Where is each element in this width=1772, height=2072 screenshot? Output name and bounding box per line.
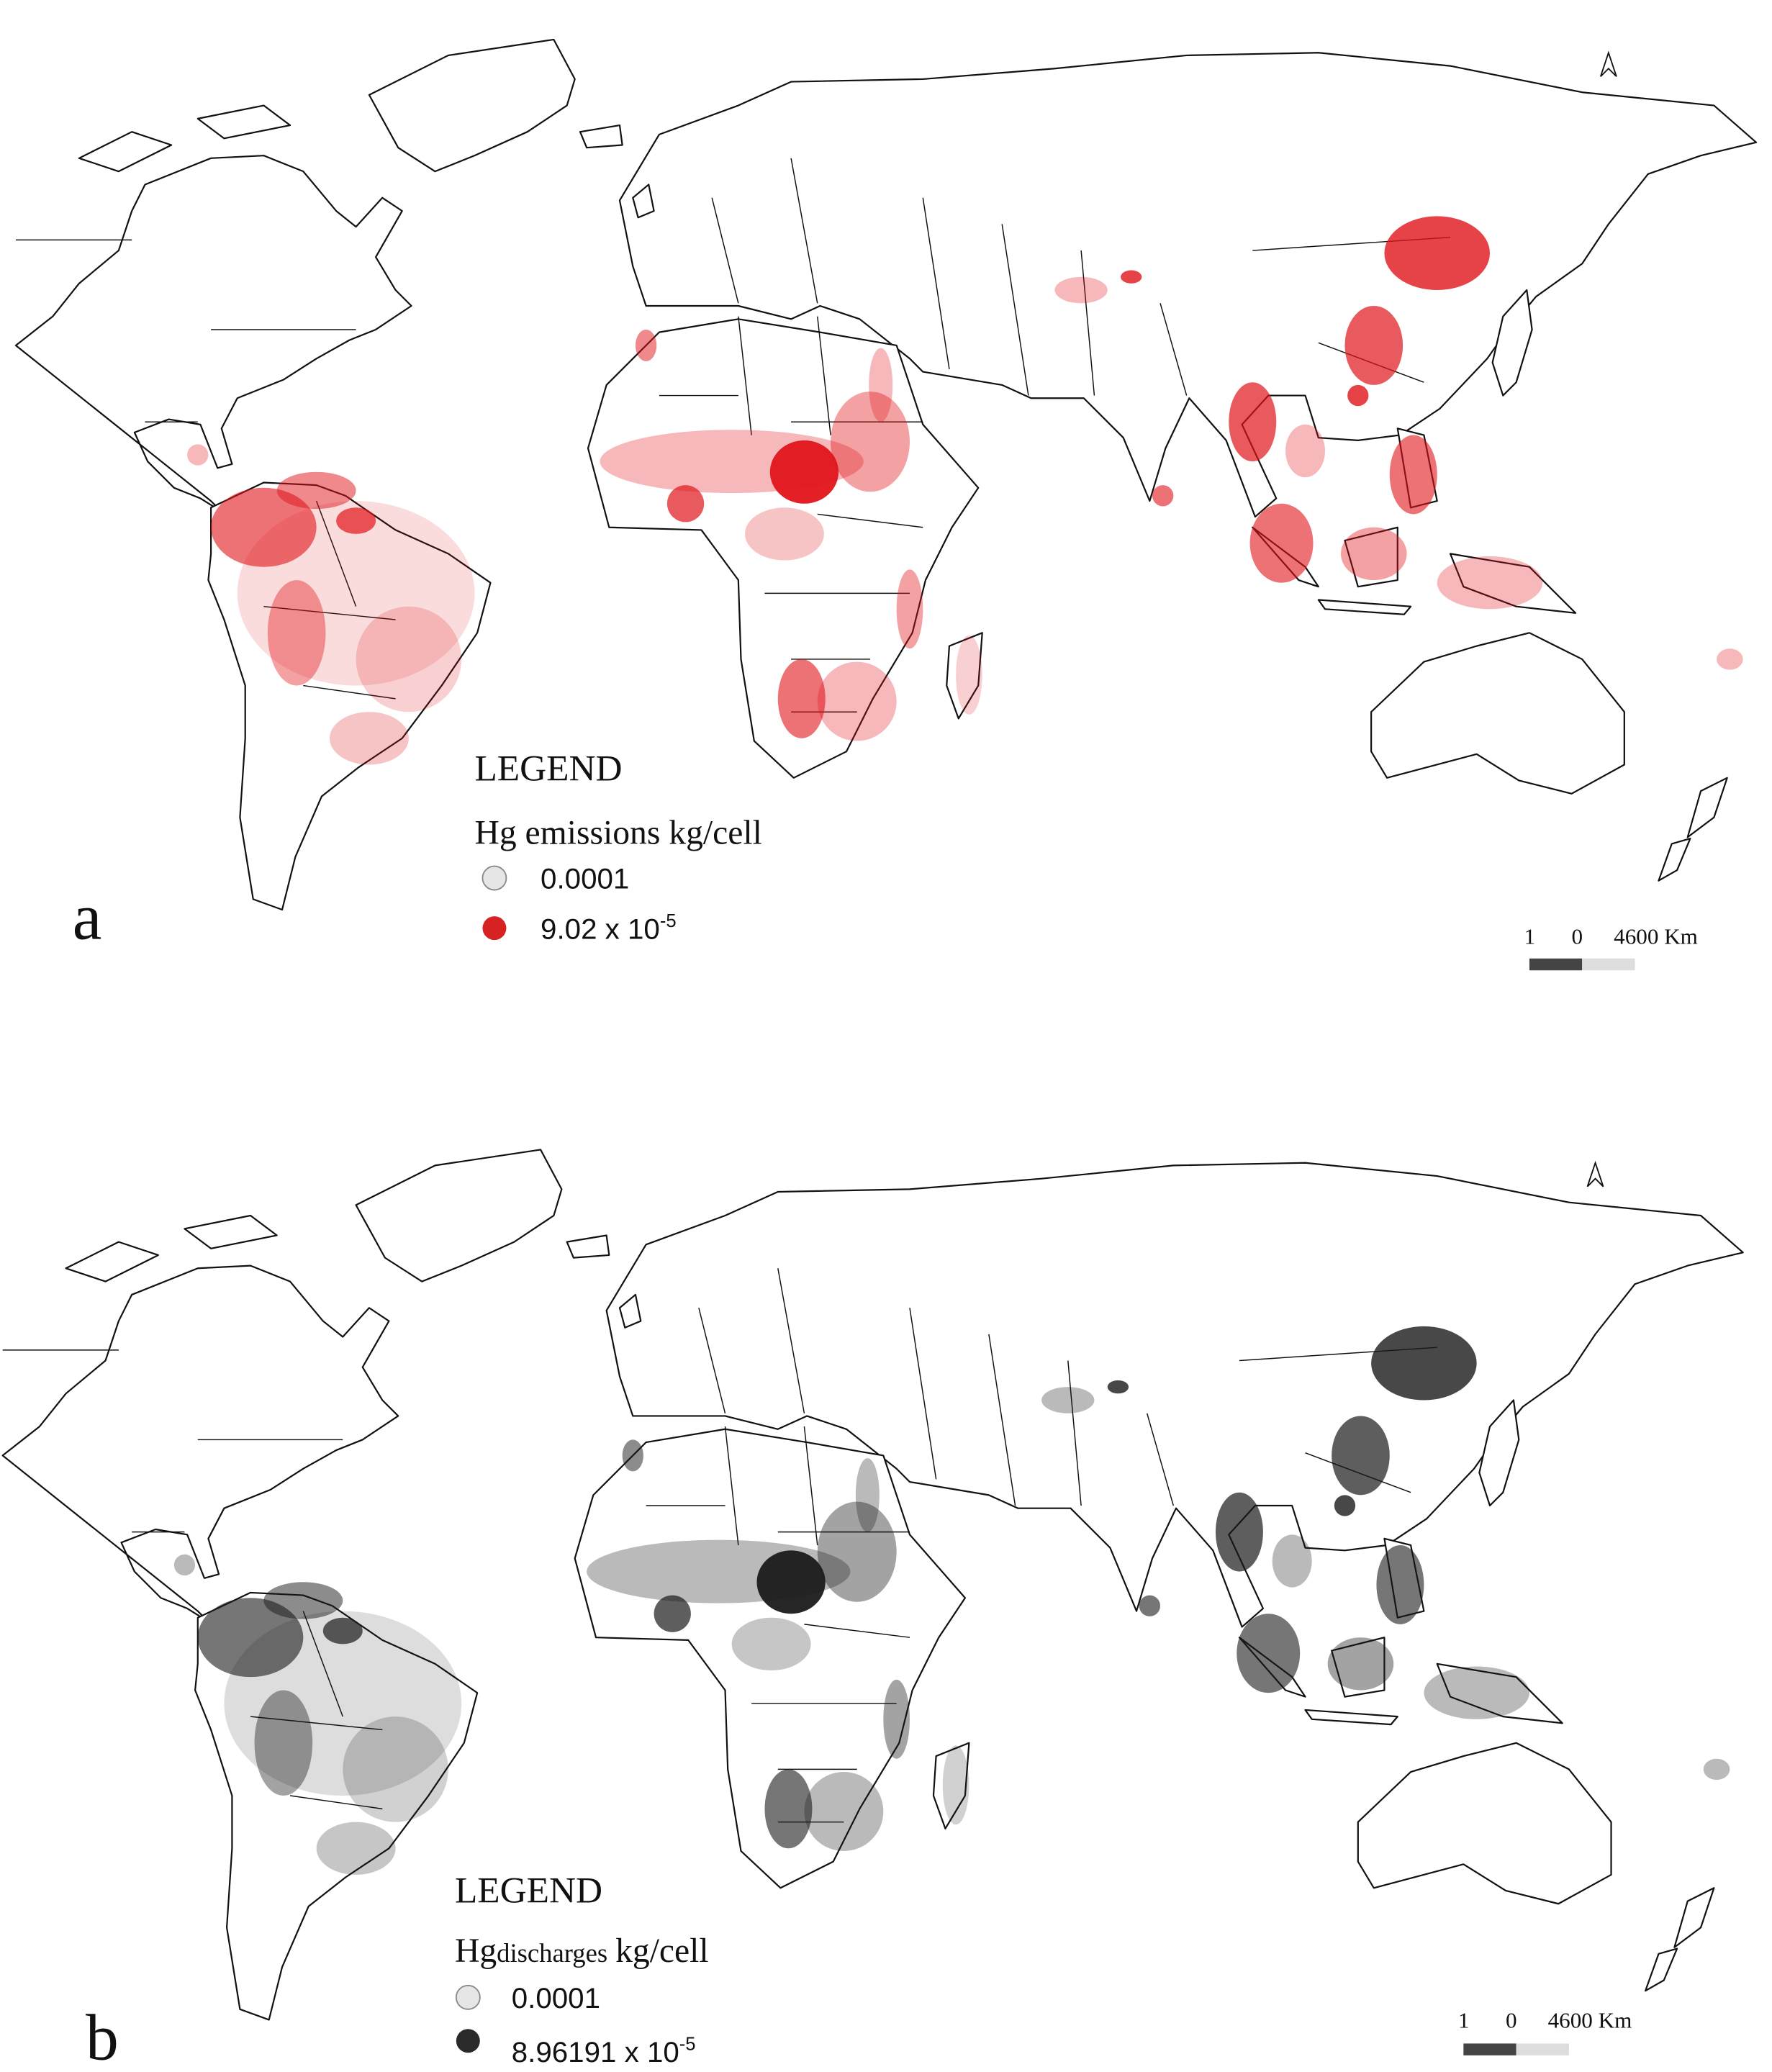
emission-area	[817, 661, 897, 741]
scale-bar	[1529, 958, 1583, 971]
emission-area	[1054, 276, 1108, 304]
emission-area	[744, 507, 824, 561]
legend-item: 9.02 x 10-5	[541, 911, 677, 945]
legend-item-text: 8.96191 x 10	[512, 2036, 679, 2068]
legend-exponent: -5	[660, 911, 677, 931]
emission-area	[896, 569, 923, 649]
legend-title: LEGEND	[455, 1870, 602, 1911]
discharge-area	[343, 1716, 448, 1822]
discharge-area	[254, 1690, 313, 1796]
emission-area	[211, 487, 317, 567]
legend-swatch	[482, 865, 507, 891]
discharge-area	[322, 1617, 363, 1645]
discharge-area	[804, 1772, 884, 1851]
emission-area	[635, 329, 657, 361]
emission-area	[267, 580, 326, 686]
emission-area	[187, 444, 209, 466]
discharge-area	[1272, 1534, 1312, 1588]
discharge-area	[1327, 1637, 1394, 1691]
discharge-area	[1424, 1666, 1529, 1719]
discharge-area	[1215, 1492, 1263, 1572]
discharge-area	[942, 1745, 969, 1825]
map-panel-a: a LEGEND Hg emissions kg/cell 0.0001 9.0…	[14, 38, 1758, 971]
legend-symbol: Hg	[455, 1932, 497, 1970]
panel-label: a	[73, 879, 102, 953]
scale-bar	[1516, 2043, 1569, 2055]
emission-area	[1389, 435, 1437, 515]
scale-label: 1	[1524, 924, 1536, 949]
discharge-area	[622, 1439, 643, 1472]
discharge-area	[316, 1822, 396, 1875]
legend-swatch	[482, 916, 507, 941]
emission-area	[1347, 384, 1369, 407]
discharge-area	[173, 1554, 196, 1576]
emission-area	[1152, 485, 1174, 507]
emission-area	[356, 606, 462, 712]
discharge-area	[731, 1617, 811, 1671]
emission-area	[1344, 305, 1403, 385]
discharge-area	[1139, 1595, 1161, 1616]
legend-title: LEGEND	[474, 748, 622, 789]
legend-heading: Hg emissions kg/cell	[474, 814, 761, 851]
discharge-area	[883, 1679, 910, 1759]
emission-area	[956, 635, 982, 715]
emission-area	[336, 507, 376, 534]
legend-swatch	[455, 1984, 481, 2010]
scale-label: 0	[1506, 2007, 1517, 2032]
emission-area	[1285, 424, 1326, 478]
discharge-area	[855, 1458, 880, 1532]
discharge-areas	[173, 1326, 1730, 1875]
scale-label: 4600 Km	[1548, 2007, 1632, 2032]
scale-label: 1	[1458, 2007, 1470, 2032]
emission-area	[1384, 216, 1490, 291]
emission-area	[666, 485, 705, 522]
scale-bar	[1582, 958, 1635, 971]
discharge-area	[1376, 1544, 1424, 1624]
emission-area	[777, 659, 826, 738]
emission-area	[276, 471, 356, 510]
emission-area	[1717, 648, 1743, 670]
discharge-area	[654, 1595, 691, 1632]
discharge-area	[1041, 1387, 1095, 1413]
discharge-area	[756, 1550, 826, 1614]
emission-area	[869, 348, 893, 422]
legend-item: 0.0001	[512, 1982, 600, 2014]
discharge-area	[1332, 1416, 1390, 1496]
legend-swatch	[456, 2029, 480, 2053]
legend-item: 8.96191 x 10-5	[512, 2035, 696, 2068]
legend-unit: kg/cell	[615, 1932, 709, 1970]
emission-area	[1249, 503, 1314, 583]
emission-area	[1437, 556, 1543, 610]
discharge-area	[1237, 1614, 1301, 1693]
panel-label: b	[86, 2000, 119, 2072]
scale-bar	[1463, 2043, 1516, 2055]
emission-area	[769, 440, 839, 504]
discharge-area	[764, 1769, 813, 1849]
discharge-area	[1107, 1380, 1129, 1394]
scale-label: 0	[1572, 924, 1583, 949]
emission-areas	[187, 216, 1743, 765]
emission-area	[329, 712, 409, 765]
emission-area	[831, 392, 910, 492]
discharge-area	[1703, 1758, 1730, 1781]
scale-label: 4600 Km	[1614, 924, 1698, 949]
legend-item-text: 9.02 x 10	[541, 913, 660, 945]
discharge-area	[197, 1598, 304, 1678]
emission-area	[1121, 270, 1142, 284]
legend-item: 0.0001	[541, 863, 629, 895]
legend-exponent: -5	[679, 2035, 696, 2055]
discharge-area	[1334, 1495, 1356, 1516]
discharge-area	[1371, 1326, 1477, 1401]
discharge-area	[263, 1582, 343, 1619]
discharge-area	[817, 1501, 897, 1602]
emission-area	[1340, 527, 1407, 581]
emission-area	[1229, 382, 1277, 462]
legend-heading: Hgdischarges kg/cell	[455, 1932, 709, 1970]
map-panel-b: b LEGEND Hgdischarges kg/cell 0.0001 8.96…	[1, 1149, 1744, 2072]
legend-subscript: discharges	[497, 1938, 607, 1968]
